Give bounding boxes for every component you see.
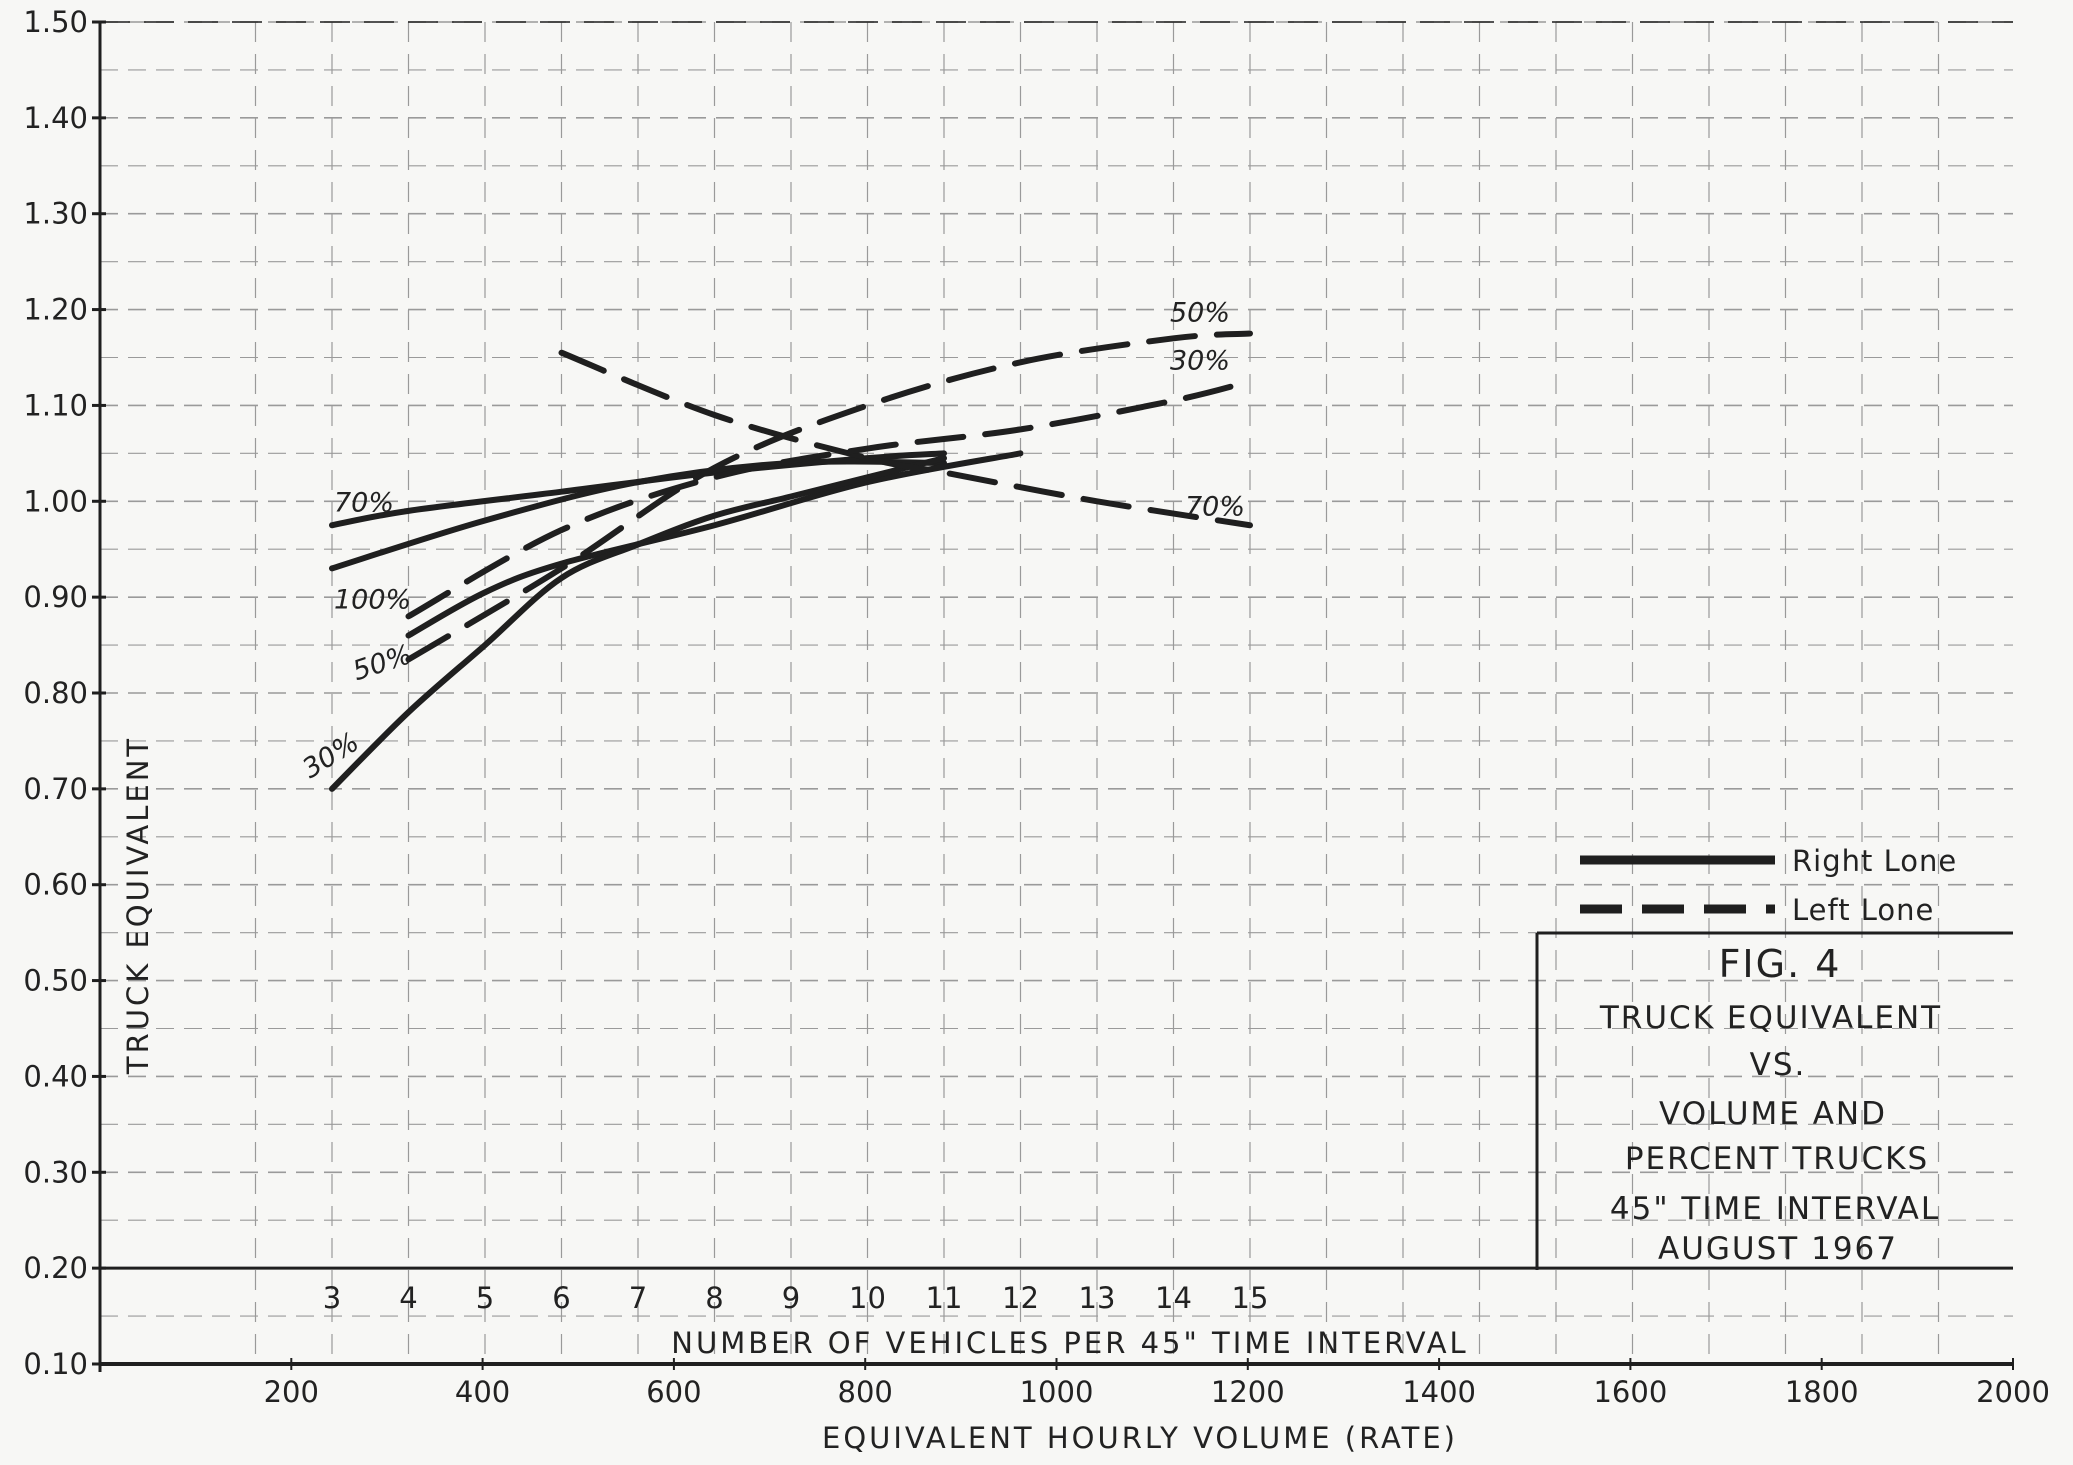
x2-axis-title: EQUIVALENT HOURLY VOLUME (RATE) [822, 1421, 1458, 1455]
caption-line-5: 45" TIME INTERVAL [1610, 1191, 1940, 1227]
volume-tick-label: 600 [646, 1375, 701, 1409]
caption-line-4: PERCENT TRUCKS [1625, 1141, 1929, 1177]
y-tick-label: 0.60 [23, 868, 88, 902]
figure-caption-box: FIG. 4 TRUCK EQUIVALENT VS. VOLUME AND P… [1537, 933, 2013, 1270]
vehicle-tick-label: 12 [1002, 1281, 1039, 1315]
curve-label: 100% [334, 584, 411, 615]
curve-label: 30% [1170, 345, 1230, 376]
vehicle-tick-label: 13 [1079, 1281, 1116, 1315]
y-tick-label: 1.20 [23, 293, 88, 327]
volume-tick-label: 1800 [1785, 1375, 1859, 1409]
vehicle-tick-label: 7 [629, 1281, 647, 1315]
curve-label: 50% [1170, 298, 1230, 329]
curve-labels: 70% 100% 50% 30% 70% 50% 30% [297, 298, 1245, 785]
volume-tick-label: 200 [264, 1375, 319, 1409]
y-tick-label: 0.20 [23, 1251, 88, 1285]
figure-title: FIG. 4 [1719, 942, 1842, 986]
vehicle-tick-label: 10 [849, 1281, 886, 1315]
vehicle-tick-label: 8 [705, 1281, 723, 1315]
caption-line-3: VOLUME AND [1659, 1096, 1887, 1132]
y-tick-labels: 0.10 0.20 0.30 0.40 0.50 0.60 0.70 0.80 0.90 1.00… [23, 5, 88, 1381]
y-tick-label: 1.10 [23, 388, 88, 422]
vehicle-tick-label: 11 [926, 1281, 963, 1315]
y-tick-label: 1.30 [23, 197, 88, 231]
y-tick-label: 0.50 [23, 964, 88, 998]
volume-tick-label: 1600 [1593, 1375, 1667, 1409]
vehicle-tick-label: 3 [323, 1281, 341, 1315]
y-tick-label: 1.50 [23, 5, 88, 39]
volume-tick-label: 1400 [1402, 1375, 1476, 1409]
vehicle-tick-label: 4 [399, 1281, 417, 1315]
volume-tick-label: 800 [838, 1375, 893, 1409]
y-tick-label: 1.40 [23, 101, 88, 135]
vehicle-tick-label: 6 [552, 1281, 570, 1315]
caption-line-2: VS. [1750, 1047, 1807, 1083]
y-tick-label: 0.70 [23, 772, 88, 806]
y-tick-label: 0.30 [23, 1155, 88, 1189]
curve-label: 50% [349, 639, 416, 687]
vehicle-tick-label: 5 [476, 1281, 494, 1315]
vehicle-tick-label: 9 [782, 1281, 800, 1315]
y-tick-label: 0.10 [23, 1347, 88, 1381]
y-tick-label: 0.90 [23, 580, 88, 614]
series-lines [332, 334, 1250, 789]
curve-label: 30% [297, 727, 364, 785]
caption-line-6: AUGUST 1967 [1658, 1231, 1898, 1267]
caption-line-1: TRUCK EQUIVALENT [1599, 1000, 1942, 1036]
y-axis-title: TRUCK EQUIVALENT [121, 736, 155, 1075]
x-axis-title: NUMBER OF VEHICLES PER 45" TIME INTERVAL [671, 1326, 1468, 1360]
volume-tick-label: 1000 [1020, 1375, 1094, 1409]
legend-label-left-lane: Left Lone [1792, 893, 1934, 927]
legend-label-right-lane: Right Lone [1792, 844, 1957, 878]
y-tick-label: 0.40 [23, 1059, 88, 1093]
volume-tick-label: 2000 [1976, 1375, 2050, 1409]
volume-tick-label: 1200 [1211, 1375, 1285, 1409]
volume-tick-label: 400 [455, 1375, 510, 1409]
vehicle-tick-label: 14 [1155, 1281, 1192, 1315]
y-tick-label: 0.80 [23, 676, 88, 710]
y-tick-label: 1.00 [23, 484, 88, 518]
curve-label: 70% [1185, 491, 1245, 522]
vehicle-tick-label: 15 [1232, 1281, 1269, 1315]
curve-label: 70% [334, 487, 394, 518]
